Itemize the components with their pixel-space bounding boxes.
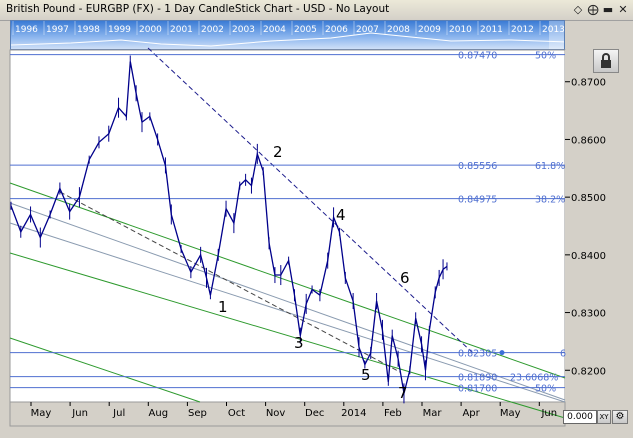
x-tick-label: May [31,408,52,419]
fib-level-percent: 50% [535,384,556,395]
title-bar[interactable]: British Pound - EURGBP (FX) - 1 Day Cand… [0,0,633,21]
x-tick-label: Nov [266,408,286,419]
price-readout: 0.000 [563,410,597,424]
y-tick-label: 0.8600 [571,135,606,146]
y-tick-label: 0.8300 [571,309,606,320]
fib-level-value: 0.87470 [458,51,497,62]
time-axis-panel [9,401,566,427]
channel-upper-line [9,182,566,379]
x-tick-label: Jun [540,408,557,419]
wave-label: 6 [400,269,410,287]
diamond-icon[interactable]: ◇ [573,3,583,16]
wave-label: 3 [294,334,304,352]
y-tick-label: 0.8500 [571,193,606,204]
date-navigator[interactable]: 1996 1997 1998 1999 2000 2001 2002 2003 2004 2005… [10,20,565,50]
navigator-year-label: 1997 [46,25,69,35]
navigator-year-label: 2000 [139,25,162,35]
pin-icon[interactable]: ⨁ [587,3,599,16]
navigator-year-label: 2003 [232,25,255,35]
fib-level-value: 0.85556 [458,161,497,172]
x-tick-label: Dec [305,408,324,419]
navigator-year-label: 2011 [480,25,503,35]
x-tick-label: Oct [228,408,245,419]
x-tick-label: 2014 [341,408,366,419]
x-tick-label: Sep [188,408,207,419]
navigator-year-label: 2005 [294,25,317,35]
y-tick-label: 0.8200 [571,366,606,377]
plot-area[interactable] [9,49,566,403]
xy-button[interactable]: XY [597,410,611,424]
wave-label: 2 [273,143,283,161]
wave-label: 5 [361,366,371,384]
navigator-year-label: 1999 [108,25,131,35]
navigator-window-handle[interactable] [549,21,564,49]
channel-middle-line [9,252,566,419]
resistance-trendline [147,47,476,356]
y-tick-label: 0.8400 [571,251,606,262]
navigator-year-label: 2009 [418,25,441,35]
navigator-year-label: 2001 [170,25,193,35]
lock-button[interactable] [593,49,619,73]
channel-gray-line [9,202,566,401]
x-tick-label: Jun [71,408,88,419]
navigator-year-label: 2008 [387,25,410,35]
fib-marker-dot [499,350,505,356]
x-tick-label: Feb [384,408,402,419]
minimize-icon[interactable]: ▬ [602,3,614,16]
fib-level-value: 0.81700 [458,384,497,395]
fib-level-value: 0.82305 [458,349,497,360]
fib-level-percent: 38.2% [535,195,565,206]
wave-label: 7 [398,384,408,402]
close-icon[interactable]: ✕ [618,3,628,16]
navigator-history-line [11,32,564,47]
fib-level-value: 0.81890 [458,373,497,384]
navigator-year-label: 2006 [325,25,348,35]
navigator-year-label: 2013 [542,25,565,35]
wave-label: 4 [336,206,346,224]
fib-level-value: 0.84975 [458,195,497,206]
x-tick-label: Jul [112,408,125,419]
price-axis-panel [565,50,633,402]
navigator-year-label: 1996 [15,25,38,35]
x-tick-label: Mar [423,408,443,419]
navigator-year-label: 2012 [511,25,534,35]
x-tick-label: Aug [149,408,169,419]
navigator-year-label: 1998 [77,25,100,35]
navigator-year-label: 2002 [201,25,224,35]
navigator-year-label: 2007 [356,25,379,35]
x-tick-label: May [500,408,521,419]
navigator-year-label: 2010 [449,25,472,35]
support-trendline [59,191,401,373]
y-tick-label: 0.8700 [571,78,606,89]
fib-level-percent: 61.8% [535,161,565,172]
fib-level-percent: 6 [560,349,566,360]
channel-lower-line [9,337,201,403]
gear-icon[interactable]: ⚙ [612,410,628,424]
navigator-year-label: 2004 [263,25,286,35]
x-tick-label: Apr [462,408,480,419]
fib-level-percent: 23.6068% [510,373,558,384]
wave-label: 1 [218,298,228,316]
lock-icon [601,53,611,68]
fib-level-percent: 50% [535,51,556,62]
navigator-svg: 1996 1997 1998 1999 2000 2001 2002 2003 2004 2005… [11,21,565,47]
window-title: British Pound - EURGBP (FX) - 1 Day Cand… [6,3,390,15]
